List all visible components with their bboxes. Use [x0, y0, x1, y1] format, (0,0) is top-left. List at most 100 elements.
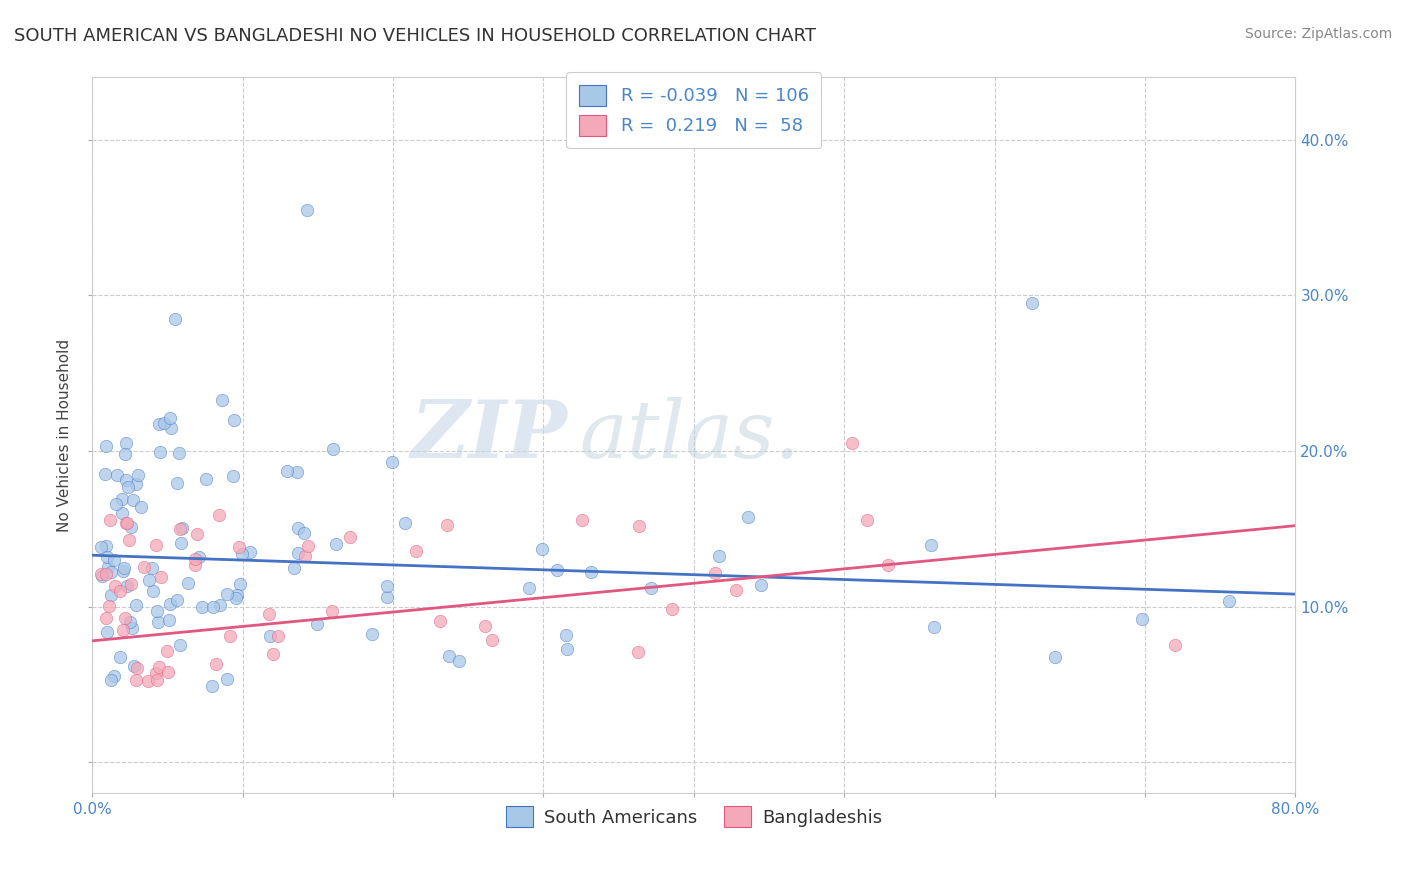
Point: [96, 611, 118, 625]
Point: [381, 455, 404, 469]
Point: [239, 545, 262, 559]
Point: [546, 563, 568, 577]
Point: [276, 464, 298, 478]
Point: [225, 591, 247, 606]
Point: [1218, 593, 1240, 607]
Point: [146, 615, 169, 629]
Point: [339, 531, 361, 545]
Point: [877, 558, 900, 572]
Point: [100, 673, 122, 687]
Point: [749, 577, 772, 591]
Point: [98, 513, 121, 527]
Point: [321, 604, 343, 618]
Point: [217, 673, 239, 687]
Point: [283, 560, 305, 574]
Point: [94, 539, 117, 553]
Point: [208, 508, 231, 522]
Point: [110, 584, 132, 599]
Point: [1021, 296, 1043, 310]
Point: [145, 538, 167, 552]
Point: [111, 564, 134, 578]
Text: SOUTH AMERICAN VS BANGLADESHI NO VEHICLES IN HOUSEHOLD CORRELATION CHART: SOUTH AMERICAN VS BANGLADESHI NO VEHICLE…: [14, 27, 815, 45]
Point: [724, 583, 747, 598]
Point: [361, 627, 384, 641]
Point: [149, 445, 172, 459]
Point: [228, 540, 250, 554]
Point: [90, 541, 112, 555]
Point: [231, 547, 253, 561]
Point: [163, 311, 186, 326]
Point: [474, 619, 496, 633]
Point: [188, 549, 211, 564]
Point: [115, 473, 138, 487]
Point: [571, 513, 593, 527]
Point: [97, 560, 120, 574]
Point: [202, 600, 225, 615]
Point: [297, 539, 319, 553]
Point: [105, 497, 128, 511]
Point: [627, 645, 650, 659]
Point: [96, 625, 118, 640]
Point: [394, 516, 416, 531]
Point: [115, 516, 138, 531]
Point: [294, 549, 316, 563]
Point: [922, 620, 945, 634]
Point: [405, 544, 427, 558]
Point: [481, 633, 503, 648]
Point: [96, 550, 118, 565]
Point: [305, 616, 328, 631]
Point: [124, 658, 146, 673]
Point: [184, 551, 207, 566]
Point: [257, 607, 280, 621]
Point: [120, 520, 142, 534]
Point: [148, 417, 170, 431]
Point: [579, 565, 602, 579]
Point: [169, 523, 191, 537]
Point: [166, 592, 188, 607]
Point: [1130, 611, 1153, 625]
Point: [129, 500, 152, 515]
Point: [531, 541, 554, 556]
Point: [94, 467, 117, 481]
Point: [121, 621, 143, 635]
Point: [100, 566, 122, 580]
Text: atlas.: atlas.: [579, 397, 800, 475]
Point: [195, 472, 218, 486]
Point: [120, 577, 142, 591]
Point: [159, 411, 181, 425]
Point: [121, 493, 143, 508]
Point: [103, 552, 125, 566]
Point: [114, 561, 136, 575]
Point: [429, 614, 451, 628]
Point: [707, 549, 730, 563]
Point: [267, 629, 290, 643]
Point: [159, 597, 181, 611]
Point: [117, 578, 139, 592]
Point: [184, 558, 207, 573]
Point: [222, 413, 245, 427]
Point: [201, 679, 224, 693]
Point: [841, 436, 863, 450]
Point: [105, 467, 128, 482]
Point: [118, 615, 141, 630]
Point: [555, 628, 578, 642]
Point: [737, 510, 759, 524]
Point: [856, 513, 879, 527]
Point: [1164, 639, 1187, 653]
Point: [150, 570, 173, 584]
Point: [115, 436, 138, 450]
Point: [322, 442, 344, 456]
Point: [94, 439, 117, 453]
Point: [209, 598, 232, 612]
Point: [145, 665, 167, 680]
Point: [176, 575, 198, 590]
Text: Source: ZipAtlas.com: Source: ZipAtlas.com: [1244, 27, 1392, 41]
Point: [124, 598, 146, 612]
Point: [91, 569, 114, 583]
Legend: South Americans, Bangladeshis: South Americans, Bangladeshis: [499, 799, 889, 834]
Point: [108, 649, 131, 664]
Point: [640, 582, 662, 596]
Point: [111, 506, 134, 520]
Point: [226, 588, 249, 602]
Point: [375, 579, 398, 593]
